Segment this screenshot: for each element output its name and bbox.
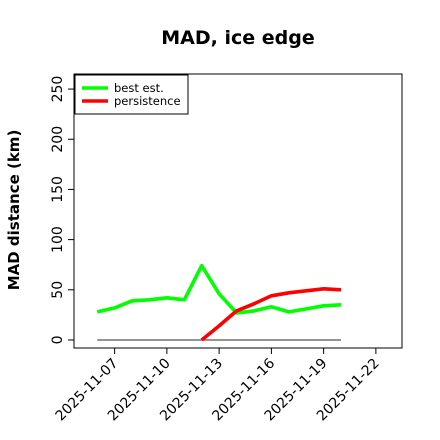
y-tick-label: 150 bbox=[50, 176, 66, 203]
series-line-best-est- bbox=[96, 263, 342, 315]
y-tick-label: 0 bbox=[50, 336, 66, 345]
legend-label: persistence bbox=[114, 94, 181, 108]
chart-title: MAD, ice edge bbox=[161, 27, 314, 49]
y-axis-label: MAD distance (km) bbox=[5, 130, 23, 291]
plot-frame bbox=[73, 73, 403, 349]
series-line-persistence bbox=[200, 286, 342, 342]
y-tick-label: 200 bbox=[50, 126, 66, 153]
y-tick-label: 100 bbox=[50, 226, 66, 253]
legend-label: best est. bbox=[114, 81, 164, 95]
y-tick-label: 250 bbox=[50, 76, 66, 103]
legend-box bbox=[74, 74, 189, 115]
y-tick-label: 50 bbox=[50, 281, 66, 299]
